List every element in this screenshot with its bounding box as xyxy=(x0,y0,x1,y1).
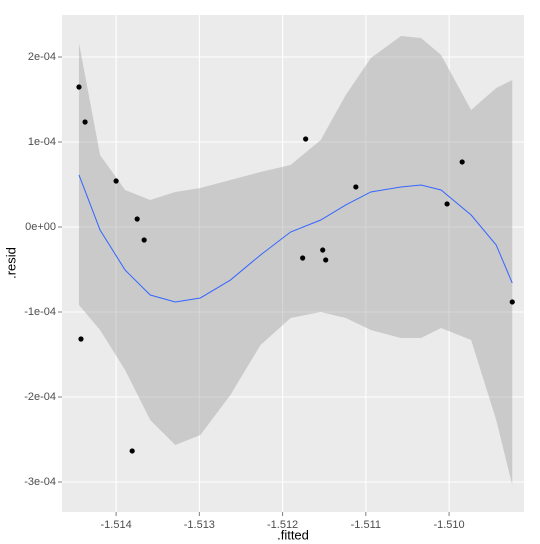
point xyxy=(320,247,326,253)
point xyxy=(353,184,359,190)
point xyxy=(113,178,119,184)
point xyxy=(78,336,84,342)
smooth-line xyxy=(78,174,513,303)
point xyxy=(76,84,82,90)
point xyxy=(134,216,140,222)
y-tick-label: 0e+00 xyxy=(25,221,56,233)
panel xyxy=(62,15,524,512)
point xyxy=(300,255,306,261)
point xyxy=(444,201,450,207)
x-tick-label: -1.514 xyxy=(101,519,132,531)
x-tick-label: -1.512 xyxy=(267,519,298,531)
point xyxy=(141,237,147,243)
point xyxy=(509,299,515,305)
confidence-band xyxy=(78,35,513,485)
x-tick-label: -1.511 xyxy=(351,519,381,531)
point xyxy=(323,257,329,263)
y-tick-label: -2e-04 xyxy=(24,391,56,403)
point xyxy=(303,136,309,142)
y-tick-label: -1e-04 xyxy=(24,306,56,318)
point xyxy=(459,159,465,165)
y-tick-label: 1e-04 xyxy=(28,136,56,148)
point xyxy=(129,448,135,454)
x-axis-title: .fitted xyxy=(277,527,309,542)
x-tick-label: -1.510 xyxy=(433,519,464,531)
point xyxy=(82,119,88,125)
y-axis-title: .resid xyxy=(3,247,18,279)
y-tick-label: -3e-04 xyxy=(24,476,56,488)
x-tick-label: -1.513 xyxy=(184,519,215,531)
y-tick-label: 2e-04 xyxy=(28,51,56,63)
